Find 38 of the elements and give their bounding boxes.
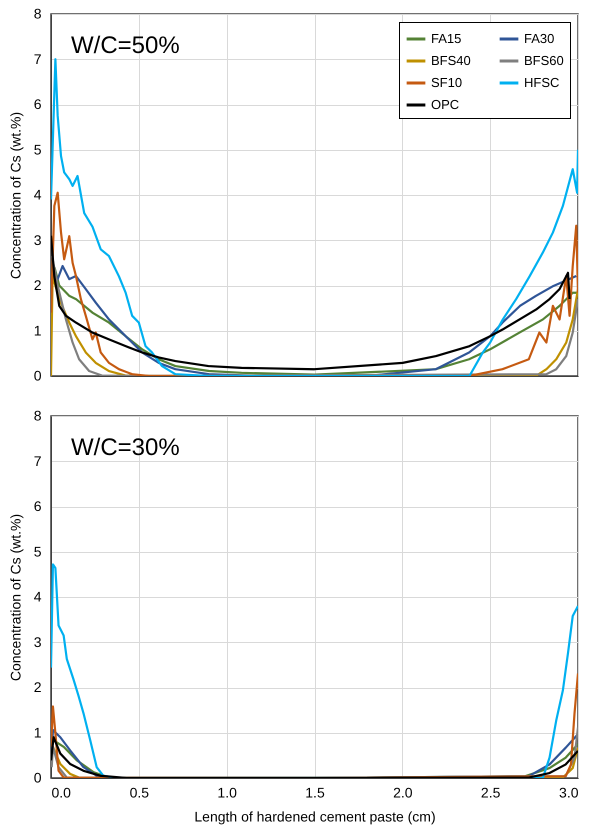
y-tick-label: 3	[34, 232, 42, 248]
legend-label: OPC	[431, 97, 460, 112]
legend-label: SF10	[431, 75, 462, 90]
legend-label: FA15	[431, 31, 462, 46]
y-tick-label: 3	[34, 634, 42, 650]
annotation: W/C=30%	[71, 434, 180, 461]
x-tick-label: 2.0	[393, 784, 413, 800]
x-tick-label: 1.5	[305, 784, 325, 800]
y-tick-label: 4	[34, 186, 42, 202]
y-tick-label: 1	[34, 322, 42, 338]
x-tick-label: 0.0	[52, 784, 72, 800]
y-tick-label: 7	[34, 50, 42, 67]
x-tick-label: 1.0	[217, 784, 238, 800]
y-tick-label: 7	[34, 452, 42, 469]
legend-label: FA30	[524, 31, 554, 46]
x-tick-label: 0.5	[130, 784, 150, 800]
y-tick-label: 4	[34, 588, 42, 604]
y-tick-label: 5	[34, 543, 42, 560]
legend-label: BFS40	[431, 53, 471, 68]
x-axis-title: Length of hardened cement paste (cm)	[194, 808, 436, 824]
y-tick-label: 6	[34, 498, 42, 514]
annotation: W/C=50%	[71, 32, 180, 59]
y-tick-label: 6	[34, 96, 42, 112]
legend-label: BFS60	[524, 53, 564, 68]
y-tick-label: 2	[34, 277, 42, 293]
line-series	[51, 234, 571, 370]
x-tick-label: 2.5	[480, 784, 501, 800]
y-tick-label: 8	[34, 6, 42, 22]
legend-label: HFSC	[524, 75, 560, 90]
x-tick-label: 3.0	[559, 784, 579, 800]
y-tick-label: 1	[34, 724, 42, 740]
y-axis-title: Concentration of Cs (wt.%)	[8, 514, 24, 682]
y-tick-label: 5	[34, 141, 42, 158]
y-tick-label: 0	[34, 770, 42, 786]
y-axis-title: Concentration of Cs (wt.%)	[8, 112, 24, 280]
y-tick-label: 0	[34, 368, 42, 384]
y-tick-label: 2	[34, 679, 42, 695]
y-tick-label: 8	[34, 408, 42, 424]
